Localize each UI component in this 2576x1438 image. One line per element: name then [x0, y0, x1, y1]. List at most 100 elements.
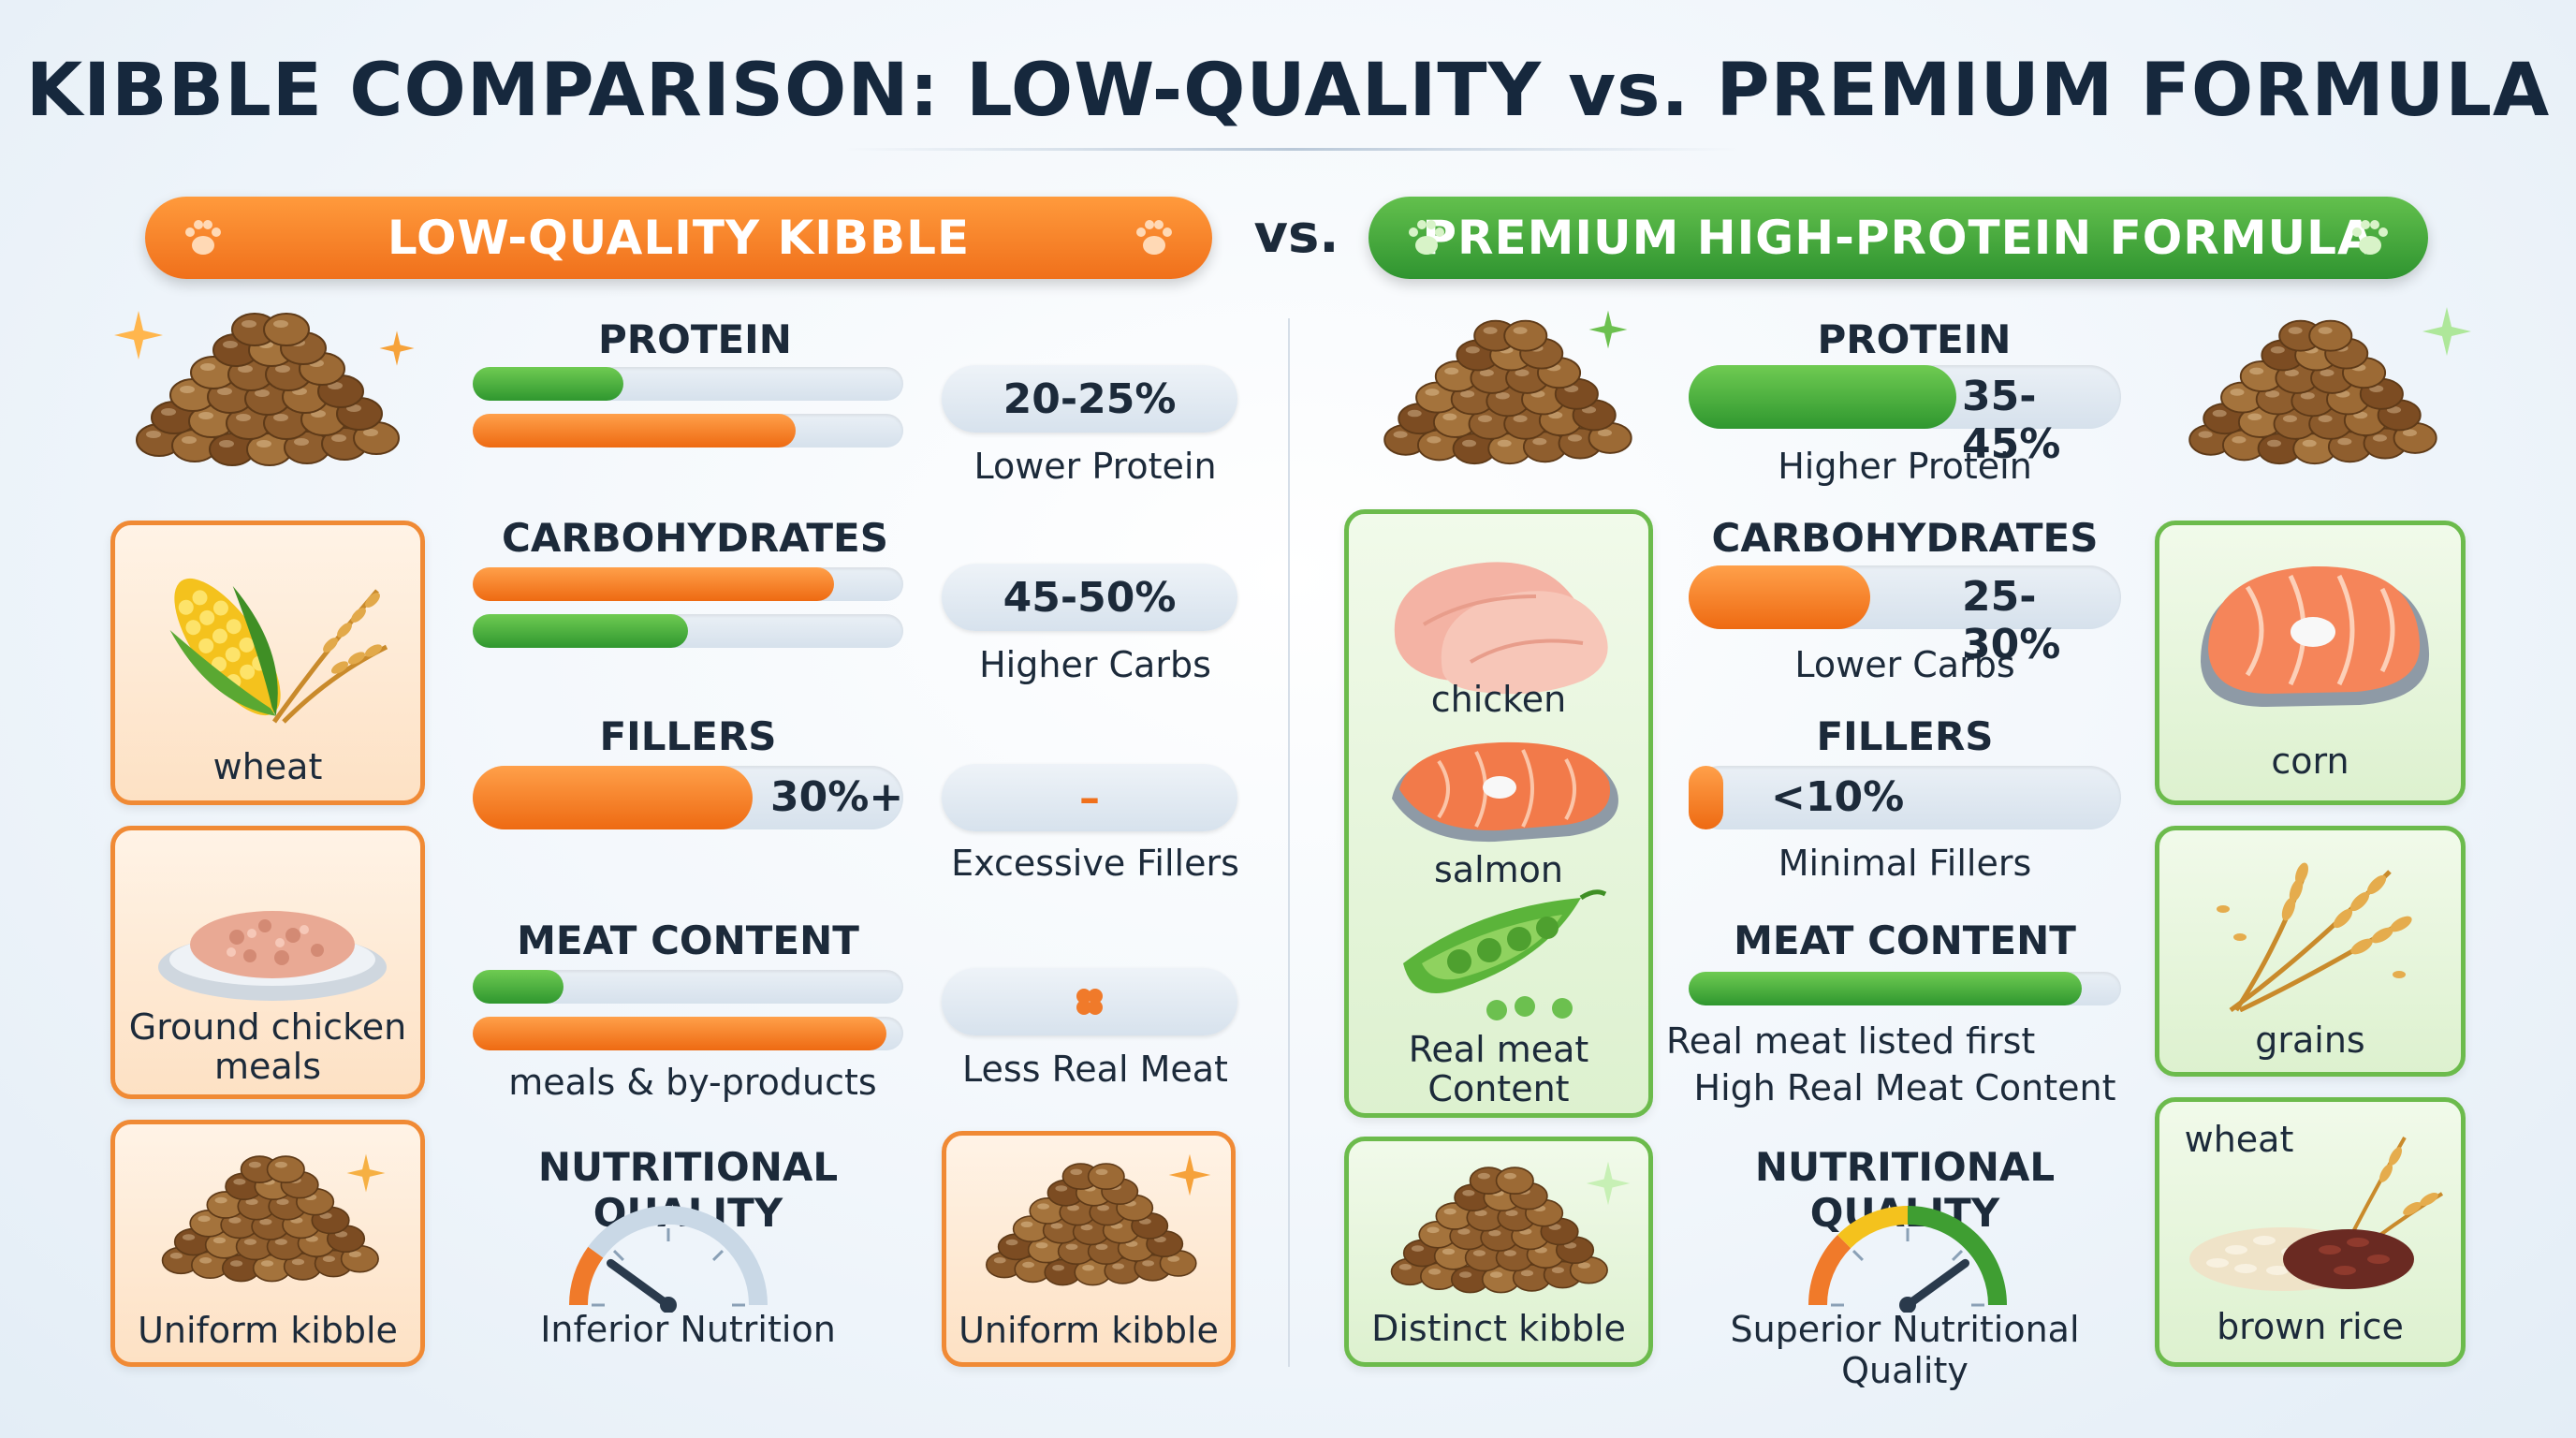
sparkle-icon — [114, 311, 163, 360]
gauge-tick — [1952, 1249, 1964, 1261]
bar-fill — [473, 567, 835, 601]
card-label-real-meat: Real meat Content — [1408, 1029, 1589, 1109]
card-label: Ground chicken meals — [128, 1006, 407, 1087]
low-protein-bar-2 — [473, 414, 903, 448]
title-divider — [842, 148, 1741, 151]
bar-fill — [1689, 565, 1871, 629]
kibble-piece — [2292, 433, 2337, 465]
center-divider — [1288, 318, 1290, 1367]
card-label: wheat — [212, 746, 323, 787]
premium-fillers-value: <10% — [1771, 773, 1905, 821]
gauge-hub — [660, 1297, 677, 1313]
low-carbs-caption: Higher Carbs — [979, 644, 1211, 685]
kibble-piece — [1495, 1167, 1534, 1195]
low-fillers-bar: 30%+ — [473, 766, 903, 829]
bar-fill — [1689, 766, 1723, 829]
kibble-pile-icon — [986, 1163, 1197, 1286]
bar-fill — [1689, 365, 1957, 429]
ingredient-card-distinct-kibble: Distinct kibble — [1344, 1137, 1653, 1367]
sparkle-icon — [2422, 307, 2471, 356]
kibble-piece — [266, 1155, 305, 1183]
kibble-piece — [2237, 406, 2282, 438]
gauge-segment — [588, 1206, 768, 1306]
low-quality-banner: LOW-QUALITY KIBBLE — [145, 197, 1212, 279]
low-carbs-pill: 45-50% — [942, 564, 1237, 631]
bar-fill — [473, 970, 564, 1004]
low-fillers-caption: Excessive Fillers — [951, 843, 1239, 884]
low-meat-bar-1 — [473, 970, 903, 1004]
gauge-segment — [1808, 1235, 1852, 1306]
bar-fill — [473, 614, 688, 648]
card-label-wheat: wheat — [2184, 1119, 2294, 1160]
premium-meat-caption-2: High Real Meat Content — [1693, 1067, 2116, 1108]
paw-icon — [2352, 220, 2388, 255]
kibble-piece — [1503, 319, 1548, 352]
kibble-piece — [1512, 1264, 1551, 1292]
low-fillers-value: 30%+ — [770, 773, 904, 821]
kibble-piece — [2257, 433, 2302, 465]
kibble-piece — [263, 313, 310, 346]
card-label: grains — [2255, 1020, 2365, 1061]
premium-meat-bar — [1689, 972, 2121, 1005]
premium-carbs-caption: Lower Carbs — [1794, 644, 2015, 685]
gauge-hub — [1899, 1297, 1916, 1313]
paw-icon — [1136, 220, 1172, 255]
gauge-needle — [607, 1258, 673, 1310]
ingredient-card-corn: corn — [2155, 521, 2466, 805]
kibble-pile-icon — [1383, 319, 1632, 465]
low-fillers-pill: – — [942, 764, 1237, 831]
ingredient-card-ground-chicken: Ground chicken meals — [110, 826, 425, 1099]
gauge-segment — [1837, 1206, 1909, 1249]
bar-fill — [473, 367, 623, 401]
premium-fillers-title: FILLERS — [1816, 713, 1994, 759]
gauge-tick — [612, 1249, 624, 1261]
low-protein-bar-1 — [473, 367, 903, 401]
card-label: brown rice — [2217, 1306, 2404, 1347]
premium-quality-caption: Superior Nutritional Quality — [1730, 1309, 2080, 1391]
kibble-pile-icon — [2188, 319, 2437, 465]
bar-fill — [473, 766, 753, 829]
ingredient-card-uniform-kibble-right: Uniform kibble — [942, 1131, 1236, 1367]
premium-banner-label: PREMIUM HIGH-PROTEIN FORMULA — [1422, 211, 2375, 265]
gauge-icon — [569, 1206, 768, 1313]
low-protein-title: PROTEIN — [598, 316, 792, 362]
wheat-stalks-icon — [2217, 862, 2412, 1012]
low-carbs-title: CARBOHYDRATES — [502, 515, 888, 561]
ground-meat-icon — [158, 911, 387, 1001]
premium-carbs-bar: 25-30% — [1689, 565, 2121, 668]
premium-banner: PREMIUM HIGH-PROTEIN FORMULA — [1368, 197, 2428, 279]
low-meat-title: MEAT CONTENT — [517, 917, 859, 963]
sparkle-icon — [1168, 1153, 1211, 1196]
rice-grains-icon — [2189, 1137, 2444, 1291]
low-fillers-title: FILLERS — [599, 713, 777, 759]
gauge-segment — [1907, 1206, 2007, 1306]
pea-pod-icon — [1403, 889, 1607, 1020]
corn-wheat-icon — [169, 578, 388, 724]
kibble-pile-icon — [136, 313, 400, 466]
sparkle-icon — [379, 330, 415, 366]
gauge-needle — [1903, 1258, 1969, 1310]
low-quality-banner-label: LOW-QUALITY KIBBLE — [387, 211, 971, 265]
low-carbs-bar-2 — [473, 614, 903, 648]
premium-carbs-value: 25-30% — [1962, 573, 2061, 668]
low-carbs-value: 45-50% — [1003, 573, 1177, 622]
ingredient-card-grains: grains — [2155, 826, 2466, 1077]
premium-fillers-caption: Minimal Fillers — [1778, 843, 2032, 884]
paw-icon — [1409, 220, 1444, 255]
salmon-steak-icon — [1392, 741, 1618, 843]
paw-icon — [185, 220, 221, 255]
premium-fillers-bar: <10% — [1689, 766, 2121, 829]
premium-protein-value: 35-45% — [1962, 373, 2061, 468]
vs-label: vs. — [1253, 204, 1339, 265]
kibble-pile-icon — [161, 1155, 379, 1283]
premium-protein-caption: Higher Protein — [1778, 446, 2032, 487]
kibble-piece — [209, 433, 256, 466]
premium-meat-title: MEAT CONTENT — [1734, 917, 2076, 963]
premium-carbs-title: CARBOHYDRATES — [1711, 515, 2099, 561]
card-label: Distinct kibble — [1371, 1308, 1626, 1349]
ingredient-card-uniform-kibble: Uniform kibble — [110, 1120, 425, 1367]
sparkle-icon — [1588, 310, 1628, 349]
card-label: Uniform kibble — [959, 1310, 1219, 1351]
gauge-segment — [569, 1246, 604, 1306]
kibble-piece — [284, 431, 330, 464]
